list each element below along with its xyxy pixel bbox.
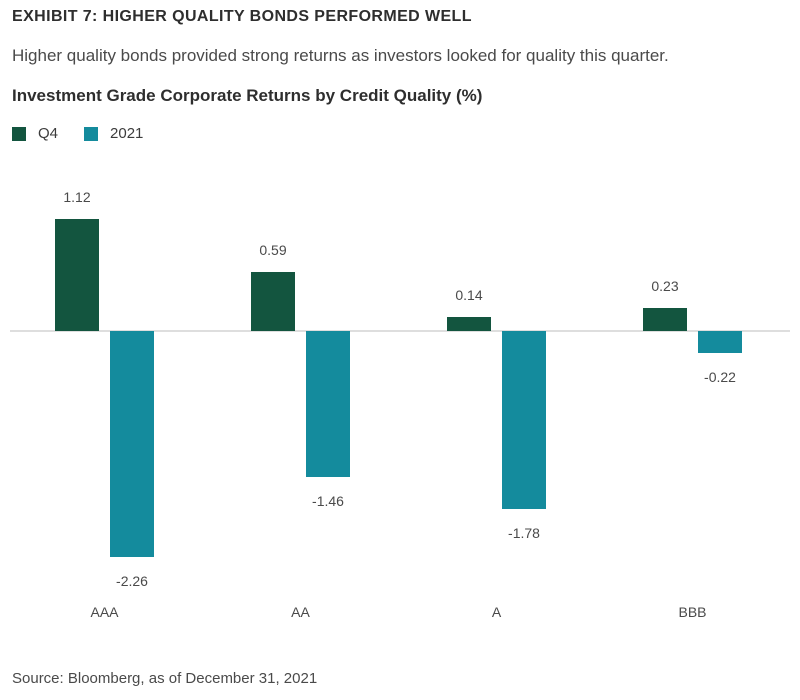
bar-q4-a (447, 317, 491, 331)
bar-q4-bbb (643, 308, 687, 331)
data-label-q4-a: 0.14 (455, 287, 482, 303)
legend-swatch-2021 (84, 126, 99, 141)
category-label-a: A (492, 604, 502, 620)
legend: Q4 2021 (12, 125, 169, 142)
category-label-aa: AA (291, 604, 310, 620)
bar-2021-a (502, 331, 546, 509)
legend-item-2021: 2021 (84, 125, 143, 142)
legend-swatch-q4 (12, 126, 26, 141)
chart-title: Investment Grade Corporate Returns by Cr… (12, 86, 483, 105)
data-label-2021-a: -1.78 (508, 525, 540, 541)
data-label-q4-aa: 0.59 (259, 242, 286, 258)
bar-2021-aa (306, 331, 350, 477)
category-label-bbb: BBB (678, 604, 706, 620)
category-label-aaa: AAA (90, 604, 119, 620)
bar-q4-aaa (55, 219, 99, 331)
legend-item-q4: Q4 (12, 125, 58, 142)
data-label-2021-aa: -1.46 (312, 493, 344, 509)
bar-q4-aa (251, 272, 295, 331)
bar-2021-bbb (698, 331, 742, 353)
legend-label-q4: Q4 (38, 125, 59, 142)
exhibit-title: EXHIBIT 7: HIGHER QUALITY BONDS PERFORME… (12, 8, 472, 25)
bar-2021-aaa (110, 331, 154, 557)
data-label-q4-bbb: 0.23 (651, 278, 678, 294)
data-label-q4-aaa: 1.12 (63, 189, 90, 205)
legend-label-2021: 2021 (110, 125, 144, 142)
data-label-2021-aaa: -2.26 (116, 573, 148, 589)
source-note: Source: Bloomberg, as of December 31, 20… (12, 670, 318, 687)
subtitle: Higher quality bonds provided strong ret… (12, 46, 669, 65)
data-label-2021-bbb: -0.22 (704, 369, 736, 385)
